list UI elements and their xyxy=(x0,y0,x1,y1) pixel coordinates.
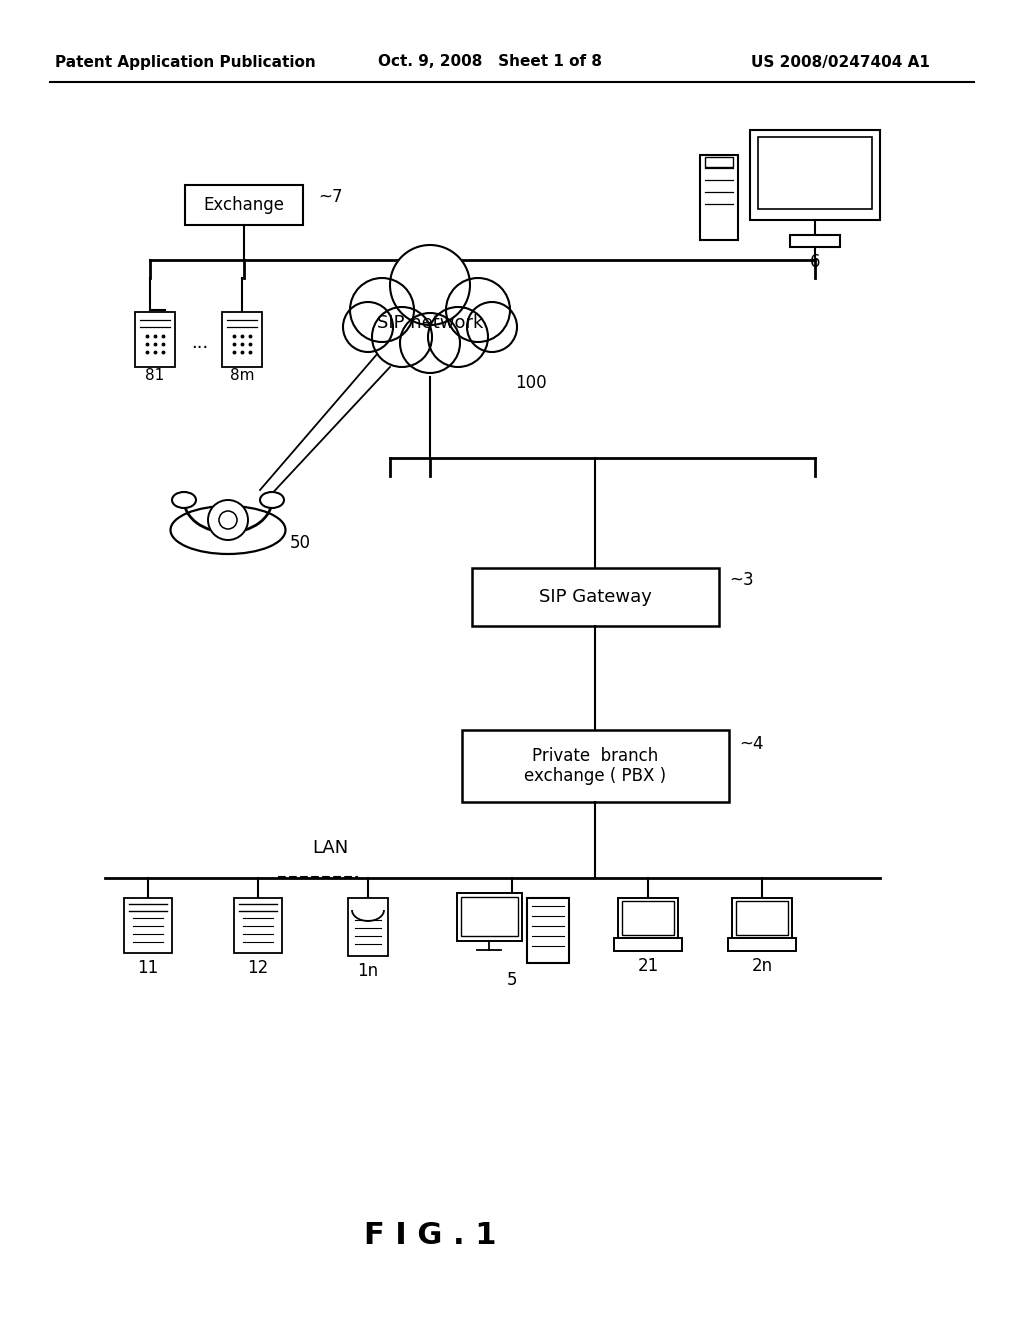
FancyBboxPatch shape xyxy=(135,312,175,367)
Circle shape xyxy=(428,308,488,367)
Text: 50: 50 xyxy=(290,535,311,552)
FancyBboxPatch shape xyxy=(222,312,262,367)
FancyBboxPatch shape xyxy=(462,730,729,803)
Text: LAN: LAN xyxy=(312,840,348,857)
FancyBboxPatch shape xyxy=(124,898,172,953)
FancyBboxPatch shape xyxy=(618,898,678,939)
Text: Oct. 9, 2008   Sheet 1 of 8: Oct. 9, 2008 Sheet 1 of 8 xyxy=(378,54,602,70)
Text: 81: 81 xyxy=(145,367,165,383)
Ellipse shape xyxy=(172,492,196,508)
Circle shape xyxy=(350,279,414,342)
Circle shape xyxy=(446,279,510,342)
Text: Private  branch
exchange ( PBX ): Private branch exchange ( PBX ) xyxy=(524,747,667,785)
FancyBboxPatch shape xyxy=(736,902,788,935)
FancyBboxPatch shape xyxy=(457,894,522,941)
FancyBboxPatch shape xyxy=(527,898,569,964)
Text: Patent Application Publication: Patent Application Publication xyxy=(54,54,315,70)
Circle shape xyxy=(343,302,393,352)
FancyBboxPatch shape xyxy=(728,939,796,950)
Text: 6: 6 xyxy=(810,253,820,271)
Text: ~3: ~3 xyxy=(729,572,754,589)
Text: SIP network: SIP network xyxy=(377,314,483,333)
FancyBboxPatch shape xyxy=(472,568,719,626)
FancyBboxPatch shape xyxy=(758,137,872,209)
Text: ~4: ~4 xyxy=(739,735,764,752)
Text: 11: 11 xyxy=(137,960,159,977)
FancyBboxPatch shape xyxy=(705,157,733,168)
Text: 1n: 1n xyxy=(357,962,379,979)
Ellipse shape xyxy=(171,506,286,554)
FancyBboxPatch shape xyxy=(790,235,840,247)
Circle shape xyxy=(467,302,517,352)
Text: US 2008/0247404 A1: US 2008/0247404 A1 xyxy=(751,54,930,70)
Text: 5: 5 xyxy=(507,972,517,989)
Circle shape xyxy=(372,308,432,367)
Text: SIP Gateway: SIP Gateway xyxy=(539,587,652,606)
Circle shape xyxy=(390,246,470,325)
FancyBboxPatch shape xyxy=(461,898,518,936)
FancyBboxPatch shape xyxy=(732,898,792,939)
Text: 8m: 8m xyxy=(229,367,254,383)
Text: 2n: 2n xyxy=(752,957,772,975)
Circle shape xyxy=(400,313,460,374)
Text: Exchange: Exchange xyxy=(204,195,285,214)
FancyBboxPatch shape xyxy=(614,939,682,950)
Circle shape xyxy=(219,511,237,529)
Text: 100: 100 xyxy=(515,374,547,392)
FancyBboxPatch shape xyxy=(348,898,388,956)
FancyBboxPatch shape xyxy=(234,898,282,953)
Text: F I G . 1: F I G . 1 xyxy=(364,1221,497,1250)
FancyBboxPatch shape xyxy=(185,185,303,224)
Text: 21: 21 xyxy=(637,957,658,975)
Text: 12: 12 xyxy=(248,960,268,977)
FancyBboxPatch shape xyxy=(622,902,674,935)
Ellipse shape xyxy=(260,492,284,508)
Text: ···: ··· xyxy=(191,339,209,356)
Text: ~7: ~7 xyxy=(318,187,342,206)
FancyBboxPatch shape xyxy=(700,154,738,240)
Circle shape xyxy=(208,500,248,540)
FancyBboxPatch shape xyxy=(750,129,880,220)
